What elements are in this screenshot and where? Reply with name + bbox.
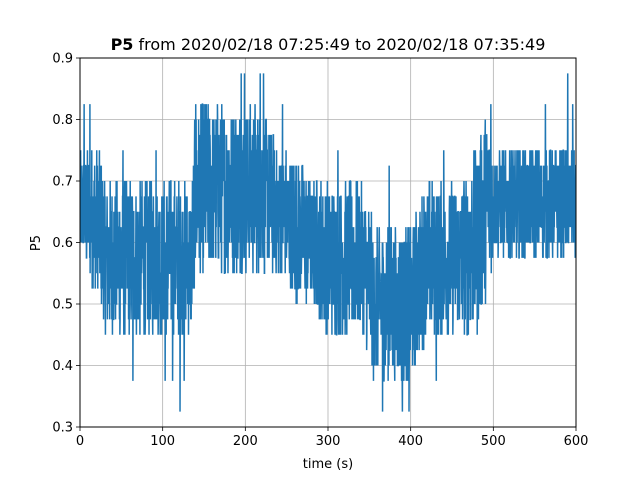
y-tick-label: 0.8 (52, 113, 73, 128)
y-axis-ticks: 0.3 0.4 0.5 0.6 0.7 0.8 0.9 (52, 52, 80, 436)
y-tick-label: 0.7 (52, 175, 73, 190)
x-axis-label: time (s) (303, 457, 353, 472)
x-tick-label: 200 (233, 434, 258, 449)
x-tick-label: 400 (398, 434, 423, 449)
y-tick-label: 0.6 (52, 236, 73, 251)
chart-title-bold: P5 (111, 35, 134, 54)
series-p5 (80, 73, 576, 412)
series-line (80, 73, 576, 412)
x-tick-label: 0 (76, 434, 84, 449)
chart-title: P5 from 2020/02/18 07:25:49 to 2020/02/1… (111, 35, 546, 54)
y-tick-label: 0.4 (52, 359, 73, 374)
y-tick-label: 0.5 (52, 298, 73, 313)
x-tick-label: 300 (316, 434, 341, 449)
y-tick-label: 0.9 (52, 52, 73, 67)
y-axis-label: P5 (29, 235, 44, 251)
x-tick-label: 500 (481, 434, 506, 449)
x-axis-ticks: 0 100 200 300 400 500 600 (76, 427, 589, 449)
x-tick-label: 600 (564, 434, 589, 449)
chart-title-rest: from 2020/02/18 07:25:49 to 2020/02/18 0… (133, 35, 545, 54)
y-tick-label: 0.3 (52, 421, 73, 436)
x-tick-label: 100 (150, 434, 175, 449)
